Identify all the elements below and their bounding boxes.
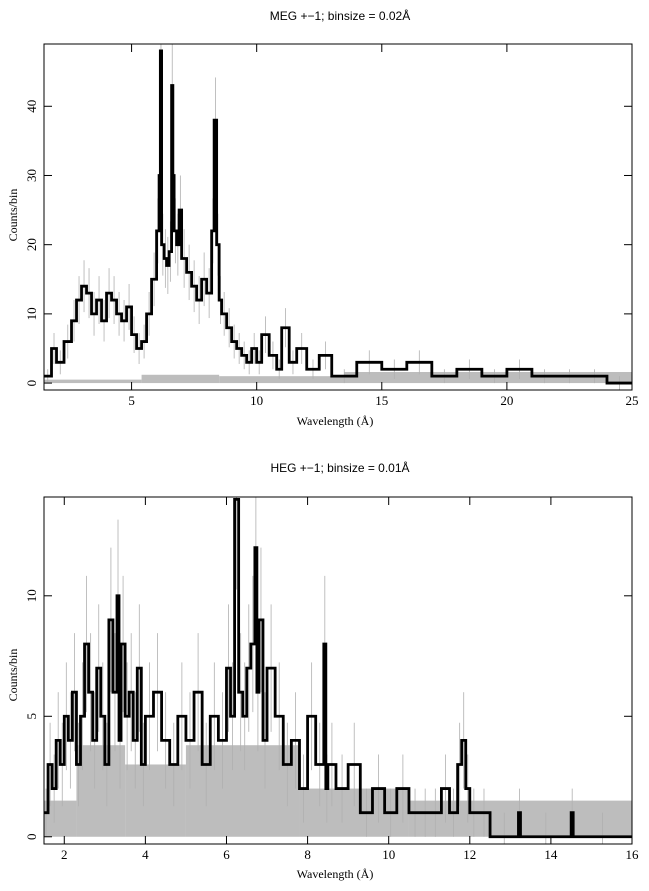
y-tick-label: 5 [24,713,39,720]
y-axis: 0 10 20 30 40 [24,100,632,387]
band-segment [219,376,345,384]
heg-panel: HEG +−1; binsize = 0.01Å 2 4 6 8 10 12 14 16 0 5… [6,460,639,881]
x-tick-label: 4 [142,847,149,862]
x-tick-label: 8 [304,847,311,862]
plot-frame [43,496,633,845]
y-tick-label: 30 [24,169,39,182]
meg-panel: MEG +−1; binsize = 0.02Å 5 10 15 20 25 0 10 20… [6,8,639,428]
chart-title: HEG +−1; binsize = 0.01Å [270,460,409,475]
x-tick-label: 16 [626,847,640,862]
x-axis: 5 10 15 20 25 [128,44,639,408]
data-series [44,44,632,390]
band-segment [125,764,186,837]
y-tick-label: 0 [24,380,39,387]
histogram-line [44,49,632,385]
band-segment [76,745,126,837]
model-band [44,745,632,837]
x-axis-label: Wavelength (Å) [297,867,374,881]
x-tick-label: 15 [375,393,388,408]
histogram-line [44,498,632,839]
y-tick-label: 20 [24,238,39,251]
y-axis-label: Counts/bin [6,649,20,702]
x-tick-label: 14 [544,847,558,862]
plot-frame [43,43,633,391]
x-tick-label: 5 [128,393,135,408]
band-segment [141,374,220,384]
y-tick-label: 10 [24,589,39,602]
y-tick-label: 0 [24,834,39,841]
y-tick-label: 40 [24,100,39,113]
x-axis-label: Wavelength (Å) [297,414,374,428]
x-tick-label: 10 [250,393,263,408]
y-axis-label: Counts/bin [6,189,20,242]
x-tick-label: 10 [382,847,395,862]
band-segment [44,379,142,384]
x-tick-label: 25 [626,393,639,408]
x-tick-label: 6 [223,847,230,862]
x-tick-label: 2 [61,847,68,862]
chart-title: MEG +−1; binsize = 0.02Å [270,8,410,23]
x-tick-label: 20 [500,393,513,408]
y-tick-label: 10 [24,307,39,320]
x-tick-label: 12 [463,847,476,862]
y-axis: 0 5 10 [24,589,632,840]
data-series [44,497,632,844]
x-axis: 2 4 6 8 10 12 14 16 [61,497,639,862]
band-segment [185,745,300,837]
